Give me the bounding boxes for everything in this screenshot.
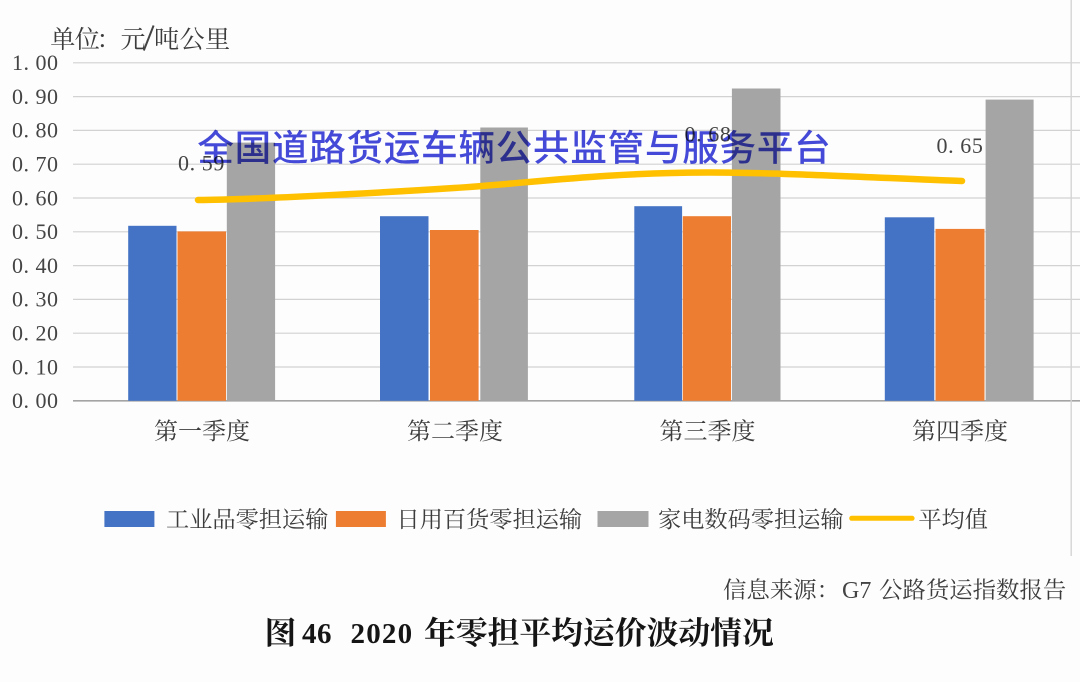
svg-text:0. 30: 0. 30 [12,287,59,312]
svg-text:0. 50: 0. 50 [12,219,59,244]
svg-text:0. 00: 0. 00 [12,388,59,413]
svg-text:46: 46 [302,618,332,650]
svg-text:2020: 2020 [351,618,414,650]
svg-text:0. 20: 0. 20 [12,321,59,346]
svg-text:1. 00: 1. 00 [12,50,59,75]
svg-text:0. 80: 0. 80 [12,118,59,143]
svg-text:0. 60: 0. 60 [12,185,59,210]
svg-text:0. 90: 0. 90 [12,84,59,109]
svg-text:G7: G7 [842,578,871,604]
svg-text:0. 65: 0. 65 [937,133,984,158]
svg-text:0. 70: 0. 70 [12,152,59,177]
svg-text:0. 40: 0. 40 [12,253,59,278]
svg-text:0. 10: 0. 10 [12,354,59,379]
